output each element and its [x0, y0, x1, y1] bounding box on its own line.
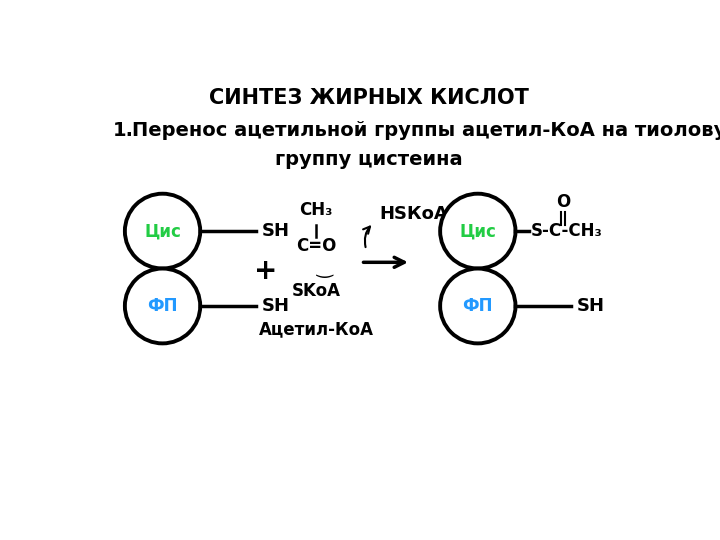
Text: C=O: C=O: [296, 237, 336, 255]
Text: O: O: [556, 193, 570, 211]
Ellipse shape: [125, 194, 200, 268]
Ellipse shape: [440, 268, 516, 343]
Text: SKoA: SKoA: [292, 282, 341, 300]
Text: SH: SH: [261, 222, 289, 240]
Ellipse shape: [440, 194, 516, 268]
Text: Ацетил-КоА: Ацетил-КоА: [258, 320, 374, 338]
Ellipse shape: [125, 268, 200, 343]
Text: 1.: 1.: [112, 121, 133, 140]
Text: ФП: ФП: [462, 297, 493, 315]
Text: Цис: Цис: [144, 222, 181, 240]
Text: +: +: [254, 256, 277, 285]
Text: HSКоА: HSКоА: [379, 206, 448, 224]
Text: ФП: ФП: [148, 297, 178, 315]
Text: CH₃: CH₃: [300, 201, 333, 219]
Text: S-C-CH₃: S-C-CH₃: [531, 222, 603, 240]
Text: ‿: ‿: [317, 259, 332, 278]
Text: Цис: Цис: [459, 222, 496, 240]
Text: группу цистеина: группу цистеина: [275, 150, 463, 169]
Text: Перенос ацетильной группы ацетил-КоА на тиоловую: Перенос ацетильной группы ацетил-КоА на …: [132, 121, 720, 140]
Text: СИНТЕЗ ЖИРНЫХ КИСЛОТ: СИНТЕЗ ЖИРНЫХ КИСЛОТ: [209, 87, 529, 107]
Text: SH: SH: [261, 297, 289, 315]
Text: SH: SH: [577, 297, 605, 315]
